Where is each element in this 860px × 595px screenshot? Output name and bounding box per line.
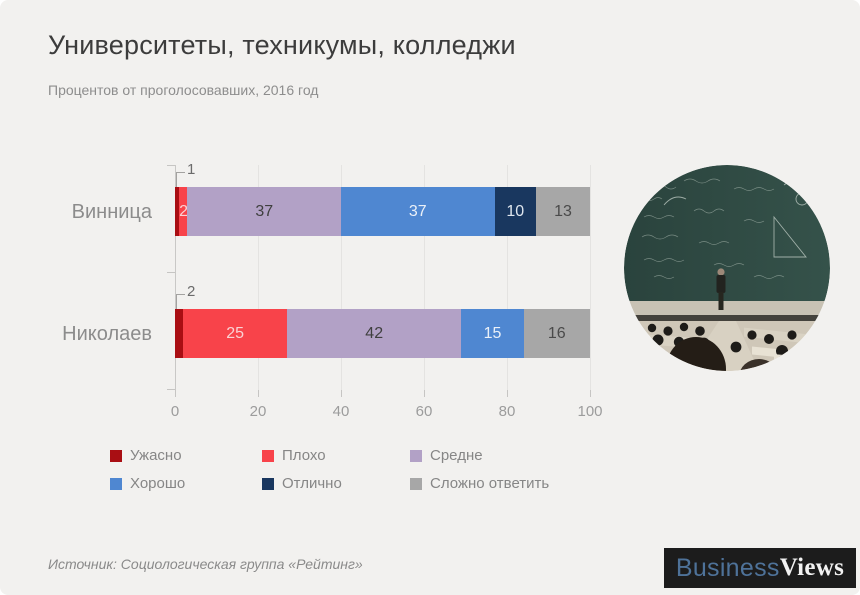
segment-value-label: 42 <box>365 325 384 342</box>
bar-segment: 37 <box>187 187 341 236</box>
segment-value-label: 10 <box>506 203 525 220</box>
y-axis-tick <box>167 272 175 273</box>
gridline <box>507 165 508 390</box>
source-note: Источник: Социологическая группа «Рейтин… <box>48 556 363 572</box>
callout-line <box>176 294 185 310</box>
lecture-hall-photo <box>624 165 830 371</box>
legend-swatch <box>262 478 274 490</box>
gridline <box>175 165 176 390</box>
legend-item: Отлично <box>262 475 342 492</box>
bar-segment: 37 <box>340 187 495 236</box>
segment-value-label: 37 <box>255 203 274 220</box>
legend-label: Сложно ответить <box>430 475 550 492</box>
legend-item: Плохо <box>262 447 326 464</box>
callout-line <box>176 172 185 188</box>
x-axis-tick-label: 80 <box>498 403 516 420</box>
category-label: Николаев <box>62 322 152 345</box>
logo-text-views: Views <box>779 554 845 581</box>
legend-swatch <box>110 450 122 462</box>
bar-segment: 13 <box>536 187 590 236</box>
legend-item: Хорошо <box>110 475 186 492</box>
callout-value-label: 1 <box>187 161 196 178</box>
segment-value-label: 25 <box>226 325 245 342</box>
bar-segment: 15 <box>461 309 524 358</box>
page-subtitle: Процентов от проголосовавших, 2016 год <box>48 82 319 98</box>
x-axis-tick <box>258 390 259 397</box>
legend-item: Ужасно <box>110 447 182 464</box>
stacked-bar: 2 37 37 10 13 <box>175 187 590 236</box>
legend-swatch <box>410 450 422 462</box>
bar-segment: 16 <box>523 309 590 358</box>
gridline <box>424 165 425 390</box>
bar-segment: 10 <box>494 187 537 236</box>
x-axis-tick-label: 20 <box>249 403 267 420</box>
bar-segment <box>175 309 184 358</box>
x-axis-tick <box>507 390 508 397</box>
bar-segment: 2 <box>179 187 189 236</box>
segment-value-label: 15 <box>483 325 502 342</box>
bar-segment: 42 <box>287 309 462 358</box>
lecture-hall-photo-illustration <box>624 165 830 371</box>
gridline <box>590 165 591 390</box>
legend-label: Отлично <box>282 475 342 492</box>
x-axis-tick-label: 100 <box>577 403 603 420</box>
legend-item: Сложно ответить <box>410 475 550 492</box>
legend-swatch <box>410 478 422 490</box>
page-title: Университеты, техникумы, колледжи <box>48 30 516 60</box>
legend-item: Средне <box>410 447 483 464</box>
x-axis-tick-label: 60 <box>415 403 433 420</box>
legend-swatch <box>110 478 122 490</box>
x-axis-tick <box>341 390 342 397</box>
businessviews-logo: Business Views <box>664 548 856 588</box>
callout-value-label: 2 <box>187 283 196 300</box>
x-axis-tick <box>175 390 176 397</box>
legend-label: Средне <box>430 447 483 464</box>
y-axis-tick <box>167 389 175 390</box>
segment-value-label: 2 <box>179 203 189 220</box>
legend-label: Плохо <box>282 447 326 464</box>
logo-text-business: Business <box>675 553 780 582</box>
stacked-bar: 25 42 15 16 <box>175 309 590 358</box>
x-axis-labels: 0 20 40 60 80 100 <box>171 403 603 423</box>
x-axis-tick-label: 40 <box>332 403 350 420</box>
bar-segment: 25 <box>183 309 288 358</box>
segment-value-label: 16 <box>547 325 566 342</box>
x-axis-tick <box>590 390 591 397</box>
segment-value-label: 13 <box>554 203 572 220</box>
legend-label: Хорошо <box>130 475 186 492</box>
bar-segment <box>175 187 180 236</box>
gridline <box>258 165 259 390</box>
x-axis-tick <box>424 390 425 397</box>
category-label: Винница <box>71 200 152 223</box>
legend-swatch <box>262 450 274 462</box>
x-axis-tick-label: 0 <box>170 403 180 420</box>
gridline <box>341 165 342 390</box>
y-axis-tick <box>167 165 175 166</box>
segment-value-label: 37 <box>408 203 427 220</box>
plot-area: 1 2 37 37 10 13 2 25 42 15 16 <box>167 161 591 397</box>
legend-label: Ужасно <box>130 447 182 464</box>
